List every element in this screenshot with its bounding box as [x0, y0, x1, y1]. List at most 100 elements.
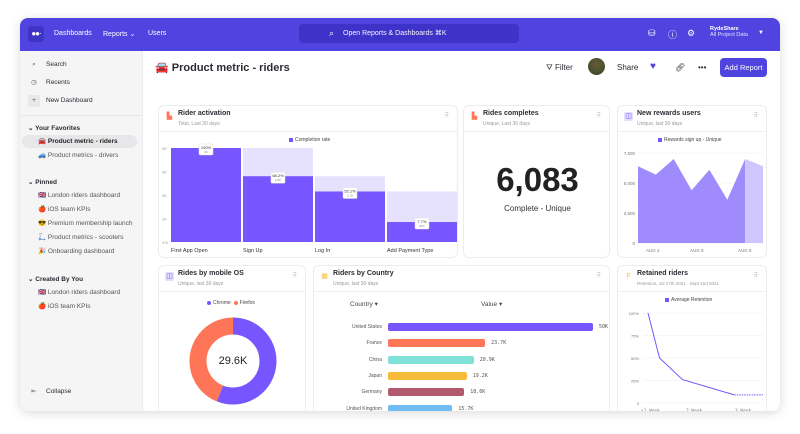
bar-label-box: [342, 187, 358, 199]
x-tick: AUG 6: [738, 248, 752, 253]
project-sub: All Project Data: [710, 32, 748, 38]
country-bar[interactable]: [388, 355, 474, 364]
sidebar-item[interactable]: 🎉 Onboarding dashboard: [22, 245, 137, 258]
label: Filter: [554, 63, 573, 72]
legend-firefox: Firefox: [239, 300, 255, 306]
x-tick: 2 Week: [686, 408, 703, 411]
favorites-header[interactable]: ⌄ Your Favorites: [28, 125, 81, 132]
sidebar-new-dashboard[interactable]: + New Dashboard: [28, 95, 93, 107]
bar-label-box: [270, 171, 286, 184]
drag-handle-icon[interactable]: ⠿: [292, 273, 297, 279]
help-icon[interactable]: ⓘ: [668, 30, 678, 40]
label: Onboarding dashboard: [47, 248, 115, 255]
database-icon[interactable]: ⛁: [648, 28, 656, 38]
value-label: 19.2K: [472, 372, 488, 379]
top-bar: ●●· Dashboards Reports ⌄ Users ⌕ Open Rep…: [20, 18, 780, 51]
emoji-icon: 🍎: [38, 303, 47, 310]
funnel-chart-icon: ▙: [166, 113, 173, 120]
metric-value: 6,083: [496, 161, 579, 198]
sidebar-item[interactable]: 🍎 iOS team KPIs: [22, 203, 137, 216]
share-button[interactable]: Share: [617, 63, 639, 72]
label: Created By You: [35, 276, 84, 283]
page-title-text: Product metric - riders: [171, 62, 290, 74]
sidebar-search[interactable]: ⌕ Search: [28, 59, 67, 71]
count-label: 853: [419, 224, 424, 228]
country-bar[interactable]: [388, 339, 486, 348]
emoji-icon: 🇬🇧: [38, 192, 47, 199]
logo-icon[interactable]: ●●·: [28, 26, 44, 42]
drag-handle-icon[interactable]: ⠿: [596, 113, 601, 119]
sidebar-item[interactable]: 🇬🇧 London riders dashboard: [22, 286, 137, 299]
pinned-header[interactable]: ⌄ Pinned: [28, 179, 57, 186]
sidebar-item[interactable]: 🍎 iOS team KPIs: [22, 300, 137, 313]
label: Product metrics - drivers: [47, 152, 119, 159]
search-bar[interactable]: ⌕ Open Reports & Dashboards ⌘K: [299, 24, 519, 43]
category-label: First App Open: [171, 248, 208, 254]
y-tick: 25%: [631, 379, 639, 384]
chevron-down-icon: ⌄: [129, 31, 136, 38]
card-rides-by-mobile-os[interactable]: ◫ Rides by mobile OS Unique, last 30 days ⠿…: [158, 265, 306, 411]
add-report-button[interactable]: Add Report: [720, 58, 767, 77]
caret-down-icon[interactable]: ▼: [758, 30, 764, 36]
value-column-dropdown[interactable]: Value ▾: [481, 301, 503, 308]
card-subtitle: Unique, last 30 days: [637, 121, 683, 127]
country-bar[interactable]: [388, 323, 593, 331]
card-rider-activation[interactable]: ▙ Rider activation Total, Last 30 days ⠿ Co…: [158, 105, 458, 258]
country-label: Germany: [361, 389, 382, 396]
drag-handle-icon[interactable]: ⠿: [753, 273, 758, 279]
heart-icon[interactable]: ♥: [650, 61, 656, 72]
link-icon[interactable]: 🔗︎: [675, 63, 686, 72]
x-tick: 3 Week: [735, 408, 752, 411]
page-emoji: 🚘: [155, 62, 169, 74]
avatar[interactable]: [588, 58, 605, 75]
country-bar[interactable]: [388, 388, 465, 397]
more-icon[interactable]: •••: [698, 63, 707, 72]
plus-icon: +: [28, 95, 40, 107]
country-column-dropdown[interactable]: Country ▾: [350, 301, 378, 308]
value-label: 15.7K: [458, 405, 474, 412]
label: Search: [46, 61, 67, 68]
page-title: 🚘 Product metric - riders: [155, 61, 290, 74]
project-selector[interactable]: RydeShare All Project Data: [710, 26, 748, 38]
drag-handle-icon[interactable]: ⠿: [596, 273, 601, 279]
bar: [315, 191, 385, 242]
country-bar[interactable]: [388, 371, 467, 380]
category-label: Add Payment Type: [387, 248, 433, 254]
nav-dashboards[interactable]: Dashboards: [54, 30, 92, 37]
value-label: 50K: [599, 324, 609, 330]
drag-handle-icon[interactable]: ⠿: [444, 113, 449, 119]
legend-label: Completion rate: [295, 137, 331, 143]
y-tick: 3K: [162, 170, 167, 175]
sidebar-item[interactable]: 🛴 Product metrics - scooters: [22, 231, 137, 244]
emoji-icon: 🍎: [38, 206, 47, 213]
sidebar-item[interactable]: 🚘 Product metric - riders: [22, 135, 137, 148]
sidebar-item[interactable]: 🇬🇧 London riders dashboard: [22, 189, 137, 202]
count-label: 4K: [204, 150, 208, 154]
y-tick: 0%: [162, 240, 168, 245]
collapse-button[interactable]: ⇤ Collapse: [28, 386, 71, 398]
nav-users[interactable]: Users: [148, 30, 167, 37]
label: London riders dashboard: [47, 289, 121, 296]
label: iOS team KPIs: [47, 206, 91, 213]
drag-handle-icon[interactable]: ⠿: [753, 113, 758, 119]
card-rides-completes[interactable]: ▙ Rides completes Unique, Last 30 days ⠿ 6,…: [463, 105, 610, 258]
nav-reports[interactable]: Reports ⌄: [103, 30, 135, 38]
search-icon: ⌕: [32, 61, 36, 68]
x-tick: <1 Week: [641, 408, 660, 411]
card-new-rewards-users[interactable]: ◫ New rewards users Unique, last 30 days ⠿ …: [617, 105, 767, 258]
card-title: Rides by mobile OS: [178, 270, 244, 277]
created-header[interactable]: ⌄ Created By You: [28, 276, 84, 283]
sidebar-item[interactable]: 😎 Premium membership launch: [22, 217, 137, 230]
filter-icon: ⛛: [546, 63, 553, 72]
bar: [243, 176, 313, 242]
sidebar-recents[interactable]: ◷ Recents: [28, 77, 70, 89]
sidebar-item[interactable]: 🚙 Product metrics - drivers: [22, 149, 137, 162]
card-retained-riders[interactable]: F Retained riders Retention, Jul 27th 2021…: [617, 265, 767, 411]
filter-button[interactable]: ⛛ Filter: [546, 63, 573, 73]
gear-icon[interactable]: ⚙: [687, 28, 696, 38]
retention-chart: 0 25% 50% 75% 100% <1 Week 2 Week 3 Week: [629, 311, 763, 411]
y-tick: 5,000: [624, 181, 636, 186]
card-riders-by-country[interactable]: ▦ Riders by Country Unique, last 30 days ⠿ …: [313, 265, 610, 411]
value-label: 23.7K: [491, 340, 507, 347]
country-bar[interactable]: [388, 404, 453, 411]
